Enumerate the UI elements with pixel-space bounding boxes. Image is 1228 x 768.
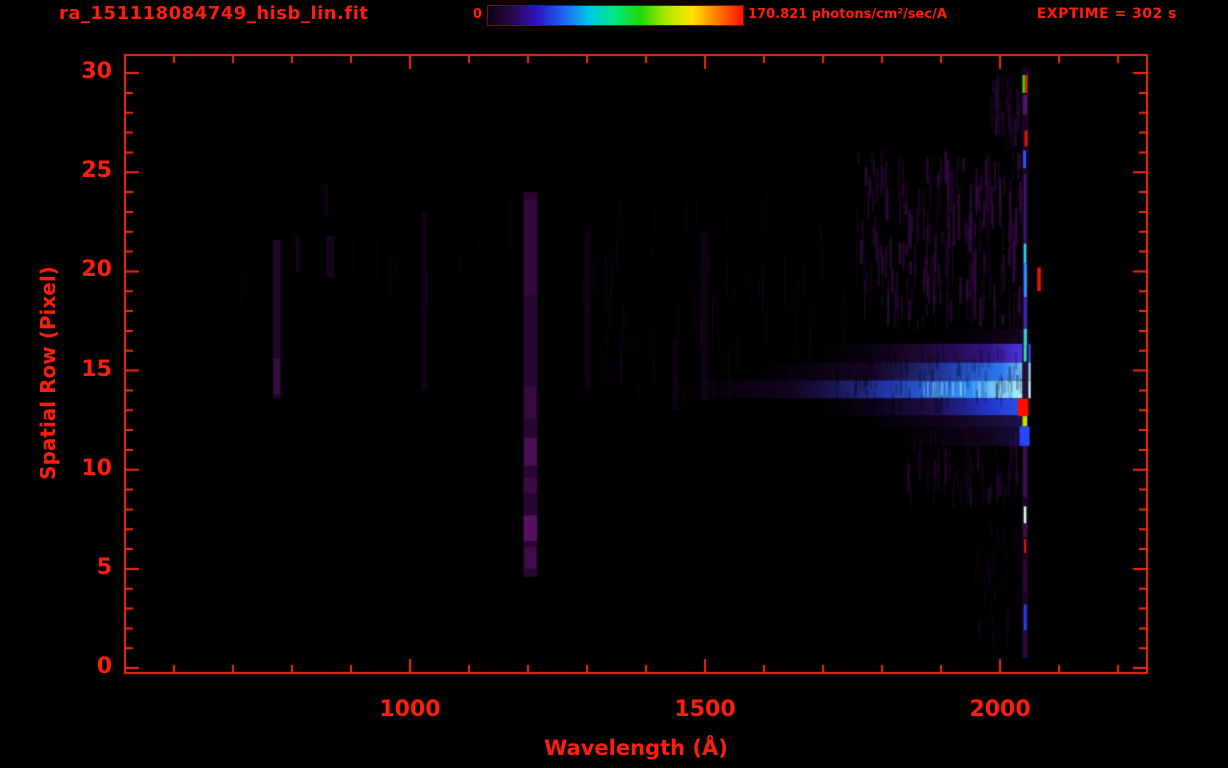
y-tick-label: 30 [81, 59, 112, 85]
y-axis-title: Spatial Row (Pixel) [36, 266, 60, 480]
y-tick-label: 25 [81, 158, 112, 184]
y-tick-label: 20 [81, 257, 112, 283]
y-tick-label: 15 [81, 356, 112, 382]
filename-title: ra_151118084749_hisb_lin.fit [59, 3, 369, 24]
colorbar-gradient [487, 5, 744, 26]
colorbar-max-label: 170.821 photons/cm²/sec/A [748, 7, 947, 22]
exptime-label: EXPTIME = 302 s [1036, 6, 1177, 22]
y-tick-label: 0 [96, 654, 112, 680]
x-tick-label: 1000 [379, 697, 441, 722]
x-axis-title: Wavelength (Å) [544, 736, 728, 760]
x-tick-label: 1500 [674, 697, 736, 722]
x-tick-label: 2000 [969, 697, 1031, 722]
y-tick-label: 10 [81, 455, 112, 481]
y-tick-label: 5 [96, 554, 112, 580]
colorbar-min-label: 0 [472, 7, 482, 22]
